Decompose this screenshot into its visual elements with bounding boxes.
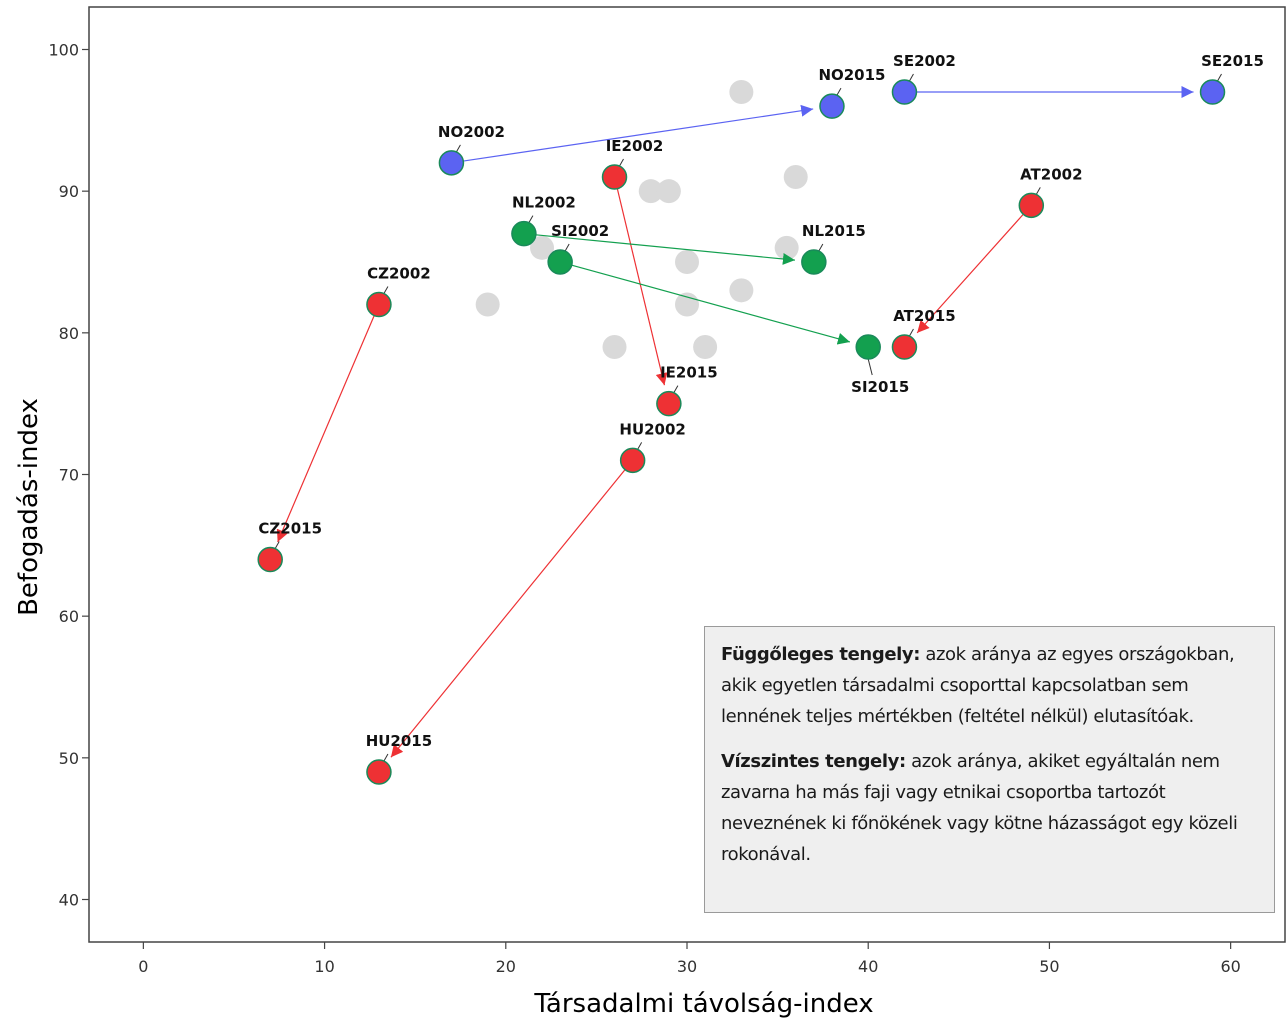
leader-SI2015 (867, 358, 873, 376)
leader-NO2002 (455, 144, 461, 153)
arrow-NL2002-to-NL2015 (535, 234, 795, 265)
background-point-2 (638, 179, 663, 204)
point-label-SI2002: SI2002 (551, 222, 609, 240)
point-SI2002 (547, 249, 573, 275)
point-label-SE2015: SE2015 (1201, 52, 1264, 70)
leader-AT2015 (909, 328, 914, 337)
background-point-4 (783, 165, 808, 189)
background-point-5 (530, 235, 555, 260)
x-tick-label-40: 40 (858, 957, 878, 976)
leader-CZ2002 (383, 286, 389, 294)
background-point-8 (475, 292, 500, 317)
background-point-10 (729, 278, 754, 303)
point-IE2002 (601, 164, 628, 190)
note-vertical-text: azok aránya az egyes országokban, akik e… (721, 644, 1235, 727)
background-points (475, 80, 808, 359)
point-CZ2002 (366, 291, 392, 318)
leader-SE2015 (1217, 73, 1222, 82)
point-label-AT2002: AT2002 (1020, 165, 1082, 183)
y-tick-label-70: 70 (59, 466, 79, 485)
point-label-HU2015: HU2015 (366, 732, 432, 750)
background-point-12 (693, 335, 718, 359)
x-tick-label-20: 20 (496, 957, 516, 976)
x-tick-label-10: 10 (314, 957, 334, 976)
x-tick-label-30: 30 (677, 957, 697, 976)
leader-NO2015 (836, 87, 842, 96)
point-label-IE2002: IE2002 (606, 137, 664, 155)
axis-explanation-note: Függőleges tengely: azok aránya az egyes… (704, 626, 1275, 913)
point-label-SE2002: SE2002 (893, 52, 956, 70)
y-tick-label-40: 40 (59, 891, 79, 910)
arrow-NO2002-to-NO2015 (463, 104, 814, 162)
arrow-CZ2002-to-CZ2015 (276, 315, 375, 543)
point-label-NO2002: NO2002 (438, 123, 505, 141)
point-label-CZ2015: CZ2015 (258, 520, 322, 538)
arrow-SI2002-to-SI2015 (571, 264, 851, 345)
point-HU2015 (366, 759, 392, 785)
note-horizontal-text: azok aránya, akiket egyáltalán nem zavar… (721, 751, 1238, 865)
change-arrows (276, 86, 1194, 758)
note-horizontal-title: Vízszintes tengely: (721, 751, 906, 772)
x-tick-label-50: 50 (1039, 957, 1059, 976)
point-SI2015 (855, 334, 881, 360)
leader-AT2002 (1035, 187, 1041, 195)
leader-HU2015 (383, 753, 389, 762)
background-point-9 (675, 292, 699, 317)
arrow-HU2002-to-HU2015 (390, 469, 626, 758)
leader-NL2015 (818, 243, 824, 252)
label-leader-lines (274, 73, 1222, 762)
axes: 0 10 20 30 40 50 60 40 50 60 70 80 90 100 (48, 41, 1240, 977)
y-tick-label-60: 60 (59, 607, 79, 626)
background-point-6 (774, 235, 799, 260)
y-tick-label-90: 90 (59, 182, 79, 201)
x-tick-label-60: 60 (1220, 957, 1240, 976)
point-HU2002 (619, 447, 646, 474)
background-point-7 (675, 250, 699, 274)
point-NO2002 (438, 150, 465, 176)
point-NL2002 (511, 220, 537, 247)
point-label-AT2015: AT2015 (893, 307, 955, 325)
leader-CZ2015 (274, 541, 280, 549)
point-label-NL2015: NL2015 (802, 222, 866, 240)
point-label-CZ2002: CZ2002 (367, 265, 431, 283)
leader-SE2002 (909, 73, 914, 82)
note-vertical-title: Függőleges tengely: (721, 644, 921, 665)
y-tick-label-50: 50 (59, 749, 79, 768)
y-tick-label-100: 100 (48, 41, 79, 60)
point-label-SI2015: SI2015 (851, 378, 909, 396)
note-horizontal-axis: Vízszintes tengely: azok aránya, akiket … (721, 746, 1258, 870)
leader-IE2002 (619, 158, 624, 167)
point-SE2015 (1199, 79, 1226, 105)
point-NL2015 (801, 249, 827, 275)
point-SE2002 (891, 79, 918, 105)
x-axis-title: Társadalmi távolság-index (533, 989, 873, 1019)
point-labels: NO2002 NO2015 SE2002 SE2015 IE2002 IE2015 AT20… (258, 52, 1264, 750)
background-point-3 (656, 179, 681, 204)
arrow-AT2002-to-AT2015 (916, 213, 1024, 334)
y-tick-label-80: 80 (59, 324, 79, 343)
country-points (257, 79, 1226, 785)
point-label-NO2015: NO2015 (818, 66, 885, 84)
point-label-HU2002: HU2002 (619, 420, 685, 438)
y-axis-title: Befogadás-index (14, 398, 44, 616)
point-label-NL2002: NL2002 (512, 194, 576, 212)
note-vertical-axis: Függőleges tengely: azok aránya az egyes… (721, 639, 1258, 732)
arrow-IE2002-to-IE2015 (616, 188, 668, 386)
point-CZ2015 (257, 546, 283, 573)
point-label-IE2015: IE2015 (660, 364, 718, 382)
leader-NL2002 (528, 215, 534, 223)
point-IE2015 (656, 390, 682, 417)
background-point-1 (729, 80, 754, 104)
point-NO2015 (819, 93, 845, 119)
point-AT2015 (891, 334, 918, 360)
leader-HU2002 (637, 442, 643, 450)
point-AT2002 (1018, 192, 1045, 219)
leader-SI2002 (564, 243, 570, 252)
leader-IE2015 (673, 385, 679, 393)
background-point-11 (602, 335, 627, 359)
x-tick-label-0: 0 (138, 957, 148, 976)
